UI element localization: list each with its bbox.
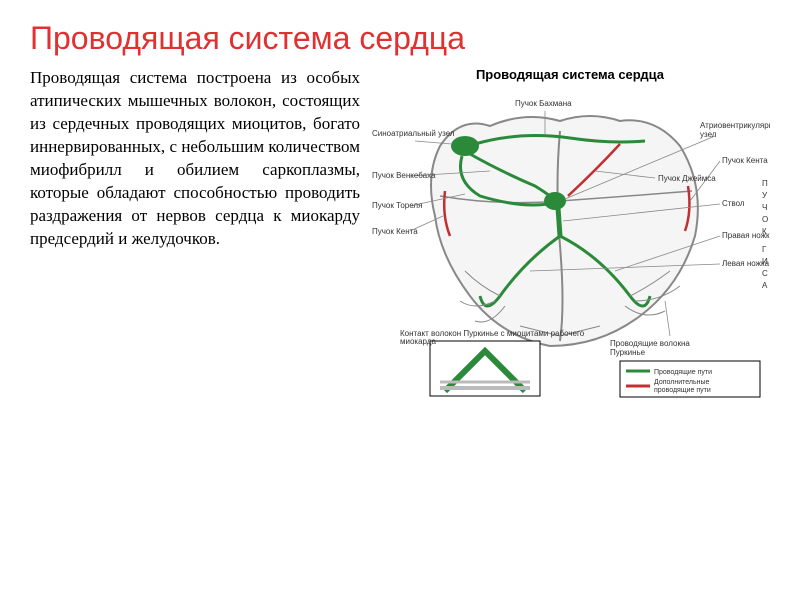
svg-text:А: А (762, 281, 768, 290)
label-his: Ствол (722, 199, 745, 208)
svg-text:Г: Г (762, 245, 767, 254)
label-kent-r: Пучок Кента (722, 156, 768, 165)
label-purkinje: Проводящие волокнаПуркинье (610, 339, 690, 357)
body-text: Проводящая система построена из особых а… (30, 67, 360, 411)
legend-accessory: Дополнительныепроводящие пути (654, 379, 711, 394)
label-av: Атриовентрикулярныйузел (700, 121, 770, 139)
content-row: Проводящая система построена из особых а… (30, 67, 770, 411)
label-sa: Синоатриальный узел (372, 129, 455, 138)
his-bundle (558, 208, 560, 236)
label-wenckebach: Пучок Венкебаха (372, 171, 436, 180)
heart-diagram: Синоатриальный узел Пучок Венкебаха Пучо… (370, 86, 770, 406)
slide-container: Проводящая система сердца Проводящая сис… (0, 0, 800, 600)
label-james: Пучок Джеймса (658, 174, 716, 183)
leader-purkinje (665, 301, 670, 336)
svg-text:С: С (762, 269, 768, 278)
legend-box: Проводящие пути Дополнительныепроводящие… (620, 361, 760, 397)
inset-box (430, 341, 540, 396)
svg-text:К: К (762, 227, 767, 236)
label-bachmann: Пучок Бахмана (515, 99, 572, 108)
label-kent-l: Пучок Кента (372, 227, 418, 236)
svg-text:Ч: Ч (762, 203, 767, 212)
diagram-column: Проводящая система сердца (370, 67, 770, 411)
legend-main: Проводящие пути (654, 369, 712, 376)
svg-text:И: И (762, 257, 768, 266)
svg-text:П: П (762, 179, 768, 188)
svg-text:У: У (762, 191, 768, 200)
diagram-title: Проводящая система сердца (370, 67, 770, 82)
sa-node (451, 136, 479, 156)
slide-title: Проводящая система сердца (30, 20, 770, 57)
label-thorel: Пучок Тореля (372, 201, 422, 210)
svg-text:О: О (762, 215, 768, 224)
